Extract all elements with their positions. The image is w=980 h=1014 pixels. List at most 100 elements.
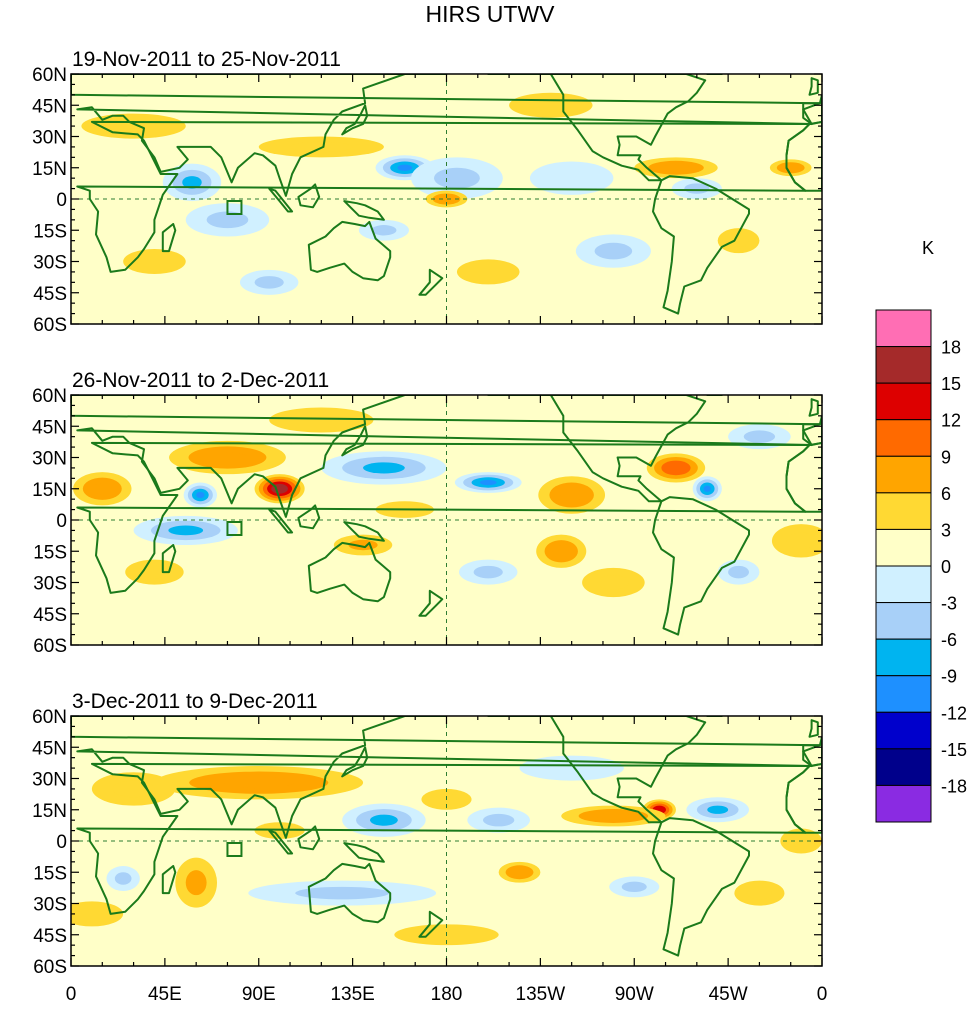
colorbar-swatch xyxy=(875,492,932,530)
coastlines xyxy=(71,716,822,957)
colorbar-swatch xyxy=(875,675,932,713)
island-new-guinea xyxy=(343,521,385,542)
anomaly-contour xyxy=(728,234,749,247)
colorbar-swatch xyxy=(875,748,932,786)
y-tick-label: 60N xyxy=(32,386,67,407)
anomaly-field xyxy=(71,755,822,946)
anomaly-contour xyxy=(560,488,583,502)
anomaly-contour xyxy=(621,881,647,893)
anomaly-contour xyxy=(269,407,374,433)
colorbar-swatch xyxy=(875,346,932,384)
island-new-guinea xyxy=(343,200,385,221)
y-tick-label: 15N xyxy=(32,159,67,180)
y-tick-label: 30S xyxy=(33,574,67,595)
anomaly-contour xyxy=(295,886,390,900)
island-borneo xyxy=(297,183,321,209)
continent-iberia xyxy=(802,736,822,768)
panel-subtitle: 3-Dec-2011 to 9-Dec-2011 xyxy=(72,690,318,713)
colorbar-label: -15 xyxy=(941,740,967,760)
x-tick-label: 135E xyxy=(330,984,374,1005)
anomaly-contour xyxy=(479,479,497,486)
anomaly-contour xyxy=(207,451,247,464)
island-japan xyxy=(341,104,369,136)
chart-title: HIRS UTWV xyxy=(425,1,555,27)
anomaly-contour xyxy=(223,777,294,789)
continent-eurasia xyxy=(71,395,821,518)
island-new-zealand xyxy=(418,268,444,296)
colorbar-swatch xyxy=(875,528,932,567)
x-tick-label: 45E xyxy=(148,984,182,1005)
island-new-guinea xyxy=(343,842,385,863)
anomaly-contour xyxy=(370,814,398,826)
colorbar-label: 3 xyxy=(941,520,951,540)
anomaly-contour xyxy=(71,901,124,927)
continent-south-america xyxy=(652,817,750,957)
y-tick-label: 45S xyxy=(33,926,67,947)
y-tick-label: 30N xyxy=(32,449,67,470)
y-tick-label: 0 xyxy=(56,832,67,853)
map-ticks xyxy=(70,73,823,325)
island-greenland xyxy=(705,395,724,396)
anomaly-contour xyxy=(728,565,749,579)
y-tick-label: 15S xyxy=(33,863,67,884)
anomaly-contour xyxy=(512,868,527,876)
continent-australia xyxy=(307,541,392,603)
island-borneo xyxy=(297,504,321,530)
anomaly-contour xyxy=(196,491,205,499)
anomaly-contour xyxy=(703,485,711,492)
y-tick-label: 60N xyxy=(32,707,67,728)
continent-africa-west xyxy=(785,441,822,513)
island-great-britain xyxy=(808,77,819,96)
x-tick-label: 0 xyxy=(66,984,77,1005)
anomaly-contour xyxy=(439,196,454,202)
coastlines xyxy=(71,395,822,636)
anomaly-contour xyxy=(684,183,710,194)
anomaly-contour xyxy=(668,464,684,472)
region-box xyxy=(226,521,243,536)
anomaly-contour xyxy=(182,176,202,189)
colorbar-label: 18 xyxy=(941,338,961,358)
coastlines xyxy=(71,74,822,315)
anomaly-contour xyxy=(746,886,772,900)
continent-eurasia xyxy=(71,716,821,839)
y-tick-label: 30S xyxy=(33,895,67,916)
map-ticks xyxy=(70,394,823,646)
anomaly-contour xyxy=(371,225,397,236)
colorbar-label: 15 xyxy=(941,374,961,394)
island-new-zealand xyxy=(418,910,444,938)
colorbar-label: 9 xyxy=(941,447,951,467)
colorbar-swatch xyxy=(875,309,932,348)
colorbar-label: -18 xyxy=(941,776,967,796)
anomaly-contour xyxy=(707,805,729,814)
y-tick-label: 15N xyxy=(32,801,67,822)
colorbar-label: -9 xyxy=(941,667,957,687)
anomaly-contour xyxy=(254,276,284,289)
island-sumatra xyxy=(268,829,294,855)
colorbar-swatch xyxy=(875,711,932,750)
anomaly-contour xyxy=(81,113,186,139)
region-box xyxy=(226,200,243,215)
colorbar-swatch xyxy=(875,565,932,604)
anomaly-contour xyxy=(433,167,480,189)
y-tick-label: 0 xyxy=(56,190,67,211)
island-sumatra xyxy=(268,508,294,534)
colorbar-swatch xyxy=(875,382,932,421)
y-tick-label: 15N xyxy=(32,480,67,501)
y-tick-label: 30S xyxy=(33,253,67,274)
island-great-britain xyxy=(808,719,819,738)
y-tick-label: 60S xyxy=(33,315,67,336)
colorbar-units-label: K xyxy=(922,238,934,258)
island-madagascar xyxy=(161,223,177,253)
colorbar-swatch xyxy=(875,419,932,457)
continent-africa xyxy=(76,441,811,594)
anomaly-contour xyxy=(519,755,624,781)
colorbar-label: 0 xyxy=(941,557,951,577)
anomaly-contour xyxy=(114,872,132,885)
colorbar-label: 12 xyxy=(941,411,961,431)
anomaly-contour xyxy=(596,812,631,820)
anomaly-contour xyxy=(185,870,207,896)
continent-north-america xyxy=(487,395,707,503)
anomaly-contour xyxy=(456,259,520,285)
